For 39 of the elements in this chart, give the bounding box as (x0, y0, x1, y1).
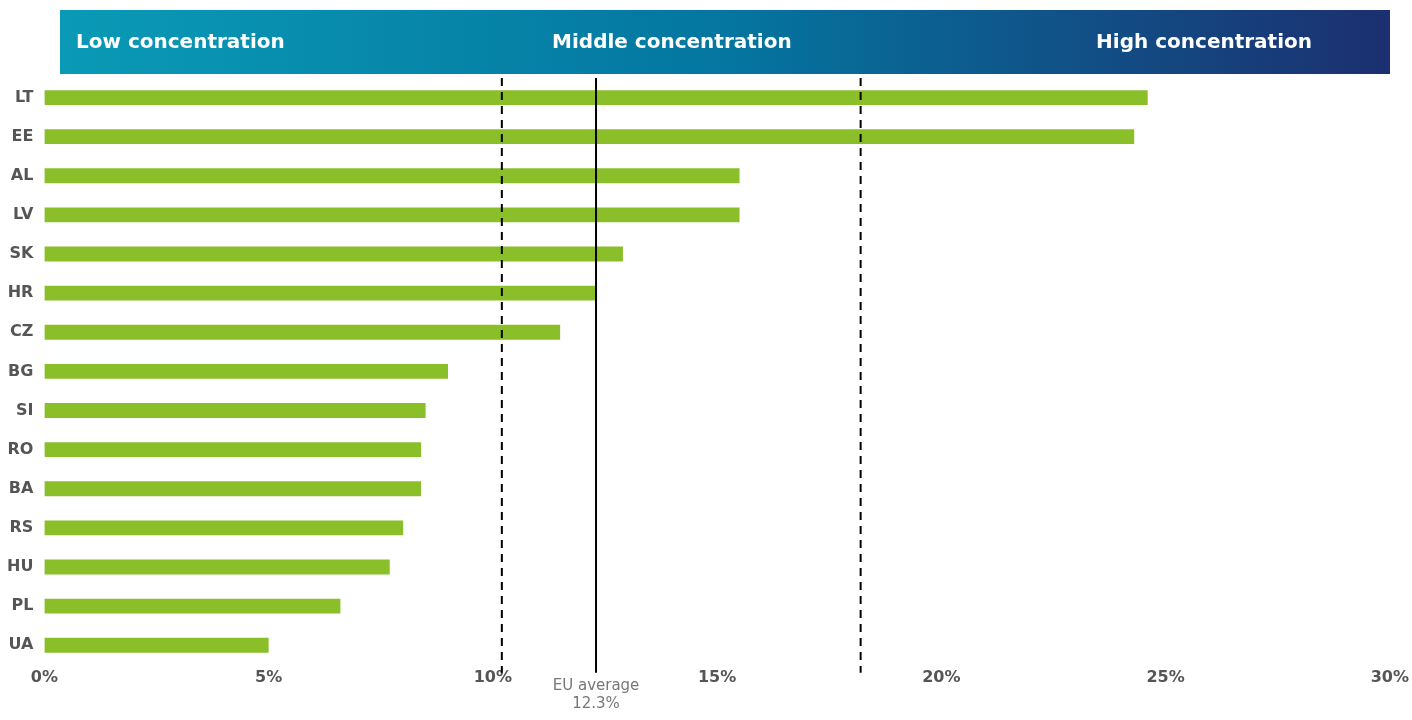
y-tick-label: LT (14, 86, 34, 106)
bar (44, 637, 269, 653)
y-tick-label: EE (11, 125, 34, 145)
y-tick-label: SI (15, 399, 34, 419)
y-tick-label: HR (7, 282, 34, 302)
bar (44, 442, 422, 458)
x-tick-label: 30% (1370, 666, 1409, 686)
y-tick-label: UA (8, 634, 34, 654)
x-tick-label: 20% (922, 666, 961, 686)
y-tick-label: BA (8, 477, 34, 497)
y-tick-label: PL (11, 595, 34, 615)
y-tick-label: SK (9, 243, 34, 263)
y-tick-label: HU (6, 556, 34, 576)
header-strip: Low concentration Middle concentration High concentration (60, 10, 1390, 74)
bar (44, 403, 426, 418)
x-tick-label: 0% (30, 666, 58, 686)
y-tick-label: CZ (10, 321, 34, 341)
y-tick-label: BG (8, 360, 34, 380)
y-tick-label: RO (7, 438, 34, 458)
bar (44, 168, 740, 184)
bar (44, 129, 1135, 145)
bar (44, 559, 390, 575)
bar (44, 90, 1148, 105)
bar (44, 246, 623, 262)
x-tick-label: 5% (255, 666, 283, 686)
y-tick-label: LV (13, 204, 34, 224)
bar (44, 207, 740, 223)
bar (44, 520, 404, 536)
x-tick-label: 25% (1146, 666, 1185, 686)
bar (44, 285, 597, 301)
bar (44, 481, 422, 497)
bar (44, 598, 341, 614)
x-tick-label: 15% (697, 666, 737, 686)
bar (44, 324, 561, 340)
bar (44, 363, 449, 379)
y-tick-label: RS (9, 517, 34, 537)
ref-line-label: EU average 12.3% (552, 676, 640, 713)
x-tick-label: 10% (473, 666, 513, 686)
y-tick-label: AL (10, 164, 34, 184)
